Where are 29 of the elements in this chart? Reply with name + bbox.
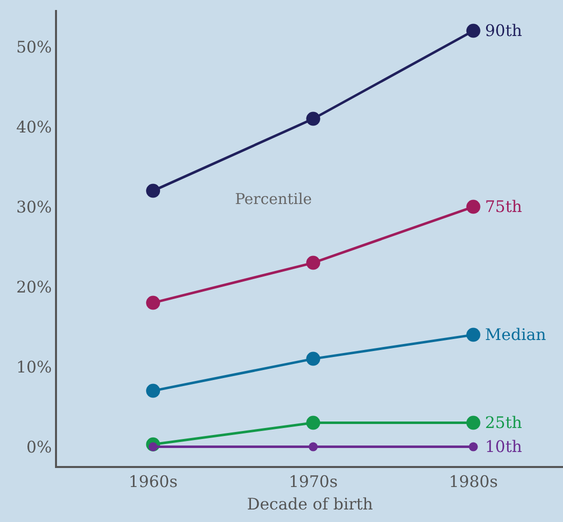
x-tick-label: 1970s	[288, 472, 338, 492]
point	[146, 296, 160, 310]
legend-title: Percentile	[235, 190, 312, 208]
point	[146, 384, 160, 398]
point	[306, 416, 320, 430]
point	[146, 184, 160, 198]
point	[468, 442, 478, 452]
point	[466, 328, 480, 342]
x-tick-label: 1980s	[448, 472, 498, 492]
y-tick-label: 20%	[16, 277, 52, 296]
series-label: 25th	[485, 413, 522, 432]
y-tick-label: 10%	[16, 357, 52, 376]
point	[466, 416, 480, 430]
y-tick-label: 50%	[16, 37, 52, 56]
series-label: 10th	[485, 437, 522, 456]
series-label: Median	[485, 325, 546, 344]
point	[306, 256, 320, 270]
x-axis-title: Decade of birth	[247, 494, 373, 514]
series-label: 90th	[485, 21, 522, 40]
y-tick-label: 0%	[26, 437, 52, 456]
point	[308, 442, 318, 452]
point	[466, 200, 480, 214]
x-tick-label: 1960s	[128, 472, 178, 492]
point	[306, 352, 320, 366]
y-tick-label: 30%	[16, 197, 52, 216]
series-label: 75th	[485, 197, 522, 216]
point	[306, 112, 320, 126]
point	[466, 24, 480, 38]
y-tick-label: 40%	[16, 117, 52, 136]
